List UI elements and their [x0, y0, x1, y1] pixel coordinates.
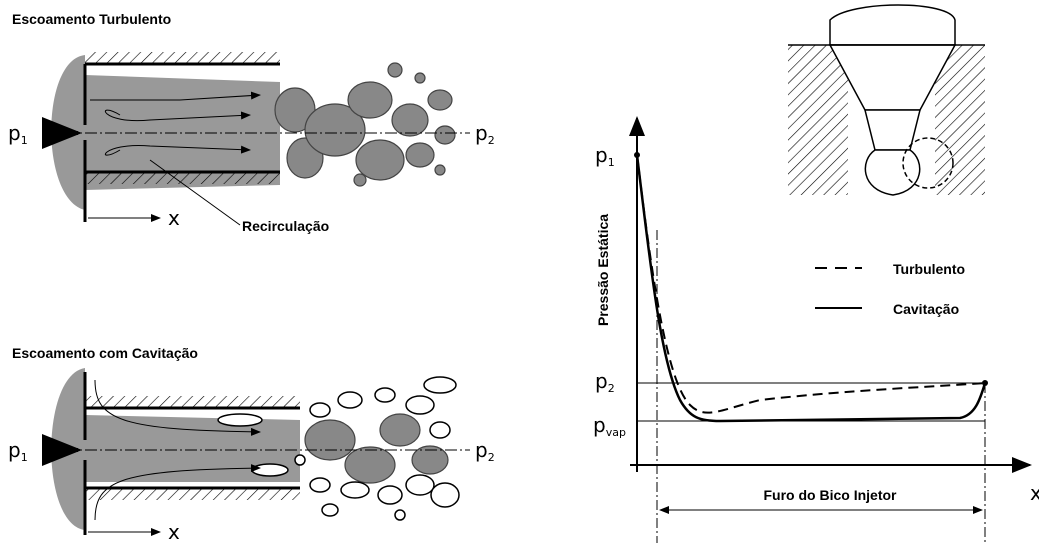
legend-label: Turbulento — [893, 261, 965, 277]
symbol: p — [475, 121, 488, 145]
symbol: p — [8, 121, 21, 145]
symbol: p — [595, 143, 608, 167]
label-p2: p2 — [475, 121, 495, 147]
y-axis-label: Pressão Estática — [595, 214, 611, 326]
x-axis-label: x — [1030, 481, 1039, 505]
subscript: 2 — [488, 134, 495, 147]
symbol: p — [8, 438, 21, 462]
label-p2: p2 — [475, 438, 495, 464]
panel-title: Escoamento Turbulento — [12, 11, 171, 27]
label-p1: p1 — [8, 438, 28, 464]
p2-label: p2 — [595, 369, 615, 395]
subscript: 2 — [488, 451, 495, 464]
panel-title: Escoamento com Cavitação — [12, 345, 198, 361]
symbol: p — [475, 438, 488, 462]
axis-label: x — [168, 206, 180, 230]
axis-label: x — [168, 520, 180, 543]
span-label: Furo do Bico Injetor — [764, 487, 898, 503]
subscript: 1 — [608, 156, 615, 169]
legend-label: Cavitação — [893, 301, 959, 317]
pressure-graph: Turbulento Cavitação Furo do Bico Injeto… — [593, 116, 1039, 543]
subscript: 1 — [21, 451, 28, 464]
callout: Recirculação — [242, 218, 329, 234]
symbol: p — [593, 413, 606, 437]
pvap-label: pvap — [593, 413, 626, 439]
subscript: 2 — [608, 382, 615, 395]
cavitation-diagram: Escoamento com Cavitação p1 p2 x — [8, 345, 495, 543]
subscript: 1 — [21, 134, 28, 147]
symbol: p — [595, 369, 608, 393]
label-p1: p1 — [8, 121, 28, 147]
subscript: vap — [606, 426, 626, 439]
injector-sketch — [788, 4, 985, 196]
p1-label: p1 — [595, 143, 615, 169]
turbulent-diagram: Escoamento Turbulento p1 p2 x Recirculaç… — [8, 11, 495, 234]
